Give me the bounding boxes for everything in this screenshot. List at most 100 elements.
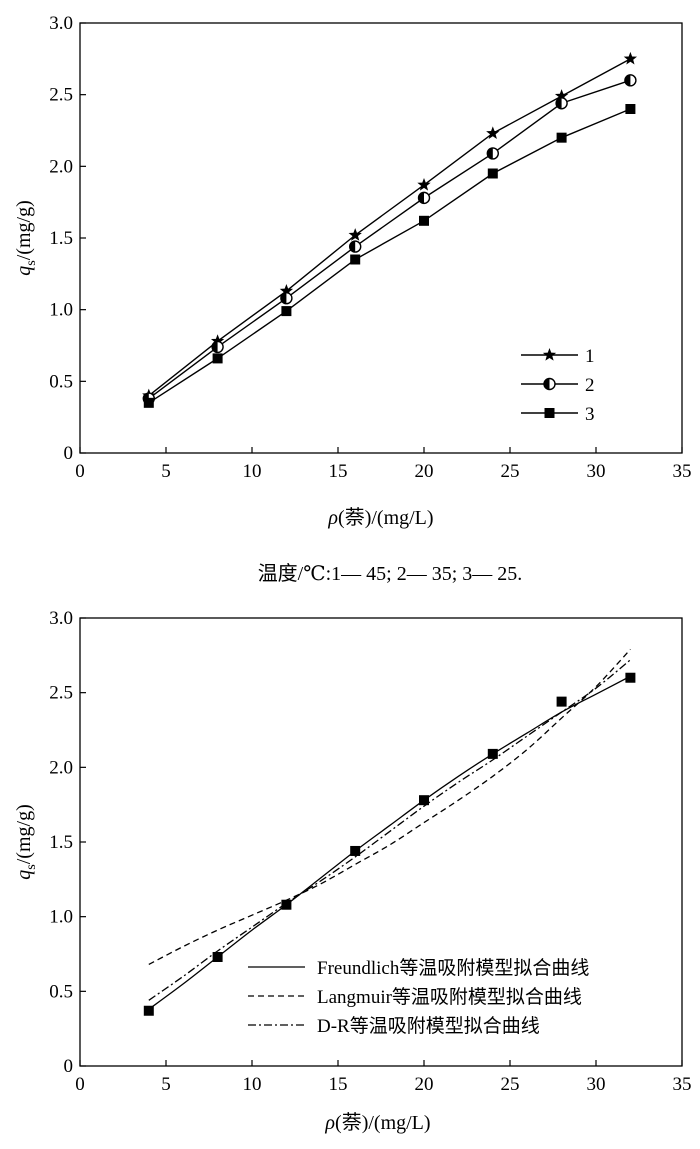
data-point [625, 104, 636, 114]
legend-marker [543, 377, 556, 391]
y-tick-label: 0 [64, 1056, 74, 1077]
marker-fill [544, 378, 550, 390]
chart-isotherm-model-fits: 0 5 10 15 20 25 30 35 0 0.5 1.0 1.5 2.0 2.5 3.0 Freun… [13, 608, 692, 1134]
data-point [211, 340, 224, 354]
data-point [625, 672, 636, 683]
marker-fill [280, 292, 287, 304]
x-tick-label: 30 [587, 461, 606, 482]
x-tick-label: 5 [161, 461, 171, 482]
legend-item: 2 [521, 375, 595, 396]
y-tick-label: 1.5 [49, 832, 73, 853]
series-group [142, 51, 638, 408]
y-tick-label: 1.5 [49, 228, 73, 249]
data-point [349, 240, 362, 253]
series-line [148, 79, 631, 400]
x-tick-label: 30 [587, 1074, 606, 1095]
x-tick-labels: 0 5 10 15 20 25 30 35 [75, 461, 691, 482]
x-tick-label: 15 [329, 461, 348, 482]
measured-points [143, 672, 636, 1016]
data-point [348, 228, 362, 241]
data-point [280, 292, 293, 305]
legend-label: D-R等温吸附模型拟合曲线 [317, 1015, 540, 1037]
data-point [487, 748, 498, 759]
data-point [486, 126, 500, 140]
figure-caption: 温度/℃:1— 45; 2— 35; 3— 25. [258, 562, 523, 585]
data-point [419, 795, 429, 806]
y-tick-label: 2.5 [49, 85, 73, 106]
x-axis-title: ρ(萘)/(mg/L) [324, 1111, 430, 1134]
series-2 [142, 74, 637, 405]
legend: 1 2 3 [521, 346, 595, 425]
data-point [143, 1005, 154, 1016]
legend-item: D-R等温吸附模型拟合曲线 [248, 1015, 540, 1037]
x-tick-label: 35 [673, 461, 692, 482]
series-line [148, 58, 631, 397]
legend-label: Langmuir等温吸附模型拟合曲线 [317, 986, 582, 1008]
legend-item: Freundlich等温吸附模型拟合曲线 [248, 957, 589, 979]
data-point [143, 397, 154, 408]
fit-curve-dashed [148, 648, 631, 966]
y-tick-labels: 0 0.5 1.0 1.5 2.0 2.5 3.0 [49, 608, 73, 1077]
fit-curve-solid [148, 675, 631, 1010]
data-point [281, 899, 292, 910]
legend-label: 3 [585, 404, 595, 425]
series-group [143, 648, 636, 1016]
y-tick-label: 0.5 [49, 371, 73, 392]
legend: Freundlich等温吸附模型拟合曲线 Langmuir等温吸附模型拟合曲线 D-… [248, 957, 589, 1037]
data-point [212, 353, 223, 364]
data-point [487, 168, 498, 179]
data-point [554, 89, 569, 102]
data-point [417, 177, 431, 191]
data-point [210, 334, 225, 347]
x-tick-label: 25 [501, 461, 520, 482]
series-line [148, 108, 631, 404]
y-tick-label: 0 [64, 443, 74, 464]
y-tick-label: 1.0 [49, 907, 73, 928]
y-tick-label: 2.5 [49, 683, 73, 704]
legend-label: Freundlich等温吸附模型拟合曲线 [317, 957, 589, 979]
x-tick-label: 35 [673, 1074, 692, 1095]
legend-label: 1 [585, 346, 595, 367]
marker-fill [487, 147, 493, 159]
data-point [350, 845, 361, 856]
x-tick-label: 25 [501, 1074, 520, 1095]
data-point [279, 284, 294, 297]
marker-fill [212, 341, 218, 353]
x-tick-label: 15 [329, 1074, 348, 1095]
x-tick-label: 10 [243, 461, 262, 482]
x-tick-label: 10 [243, 1074, 262, 1095]
x-tick-label: 0 [75, 1074, 85, 1095]
data-point [623, 51, 638, 65]
marker-fill [624, 74, 631, 86]
y-tick-labels: 0 0.5 1.0 1.5 2.0 2.5 3.0 [49, 13, 73, 464]
legend-item: 1 [521, 346, 595, 367]
y-axis-title: qs/(mg/g) [13, 200, 39, 275]
legend-item: Langmuir等温吸附模型拟合曲线 [248, 986, 582, 1008]
y-tick-label: 1.0 [49, 300, 73, 321]
x-tick-label: 20 [415, 461, 434, 482]
series-3 [143, 104, 636, 408]
legend-marker [544, 408, 555, 418]
x-tick-label: 0 [75, 461, 85, 482]
data-point [419, 215, 429, 226]
data-point [556, 696, 567, 707]
y-tick-label: 2.0 [49, 757, 73, 778]
data-point [417, 191, 431, 205]
data-point [212, 951, 223, 962]
legend-label: 2 [585, 375, 595, 396]
axis-ticks [79, 22, 683, 454]
y-tick-label: 0.5 [49, 981, 73, 1002]
data-point [281, 306, 292, 317]
data-point [350, 254, 361, 265]
legend-item: 3 [521, 404, 595, 425]
legend-marker [542, 348, 557, 361]
axis-ticks [79, 617, 683, 1067]
fit-curve-dashdot [148, 659, 631, 1001]
data-point [486, 147, 499, 160]
y-tick-label: 3.0 [49, 608, 73, 629]
marker-fill [556, 97, 562, 109]
chart-temperature-isotherms: 0 5 10 15 20 25 30 35 0 0.5 1.0 1.5 2.0 2.5 3.0 1 2 3 ρ… [13, 13, 692, 585]
y-tick-label: 2.0 [49, 156, 73, 177]
x-tick-labels: 0 5 10 15 20 25 30 35 [75, 1074, 691, 1095]
